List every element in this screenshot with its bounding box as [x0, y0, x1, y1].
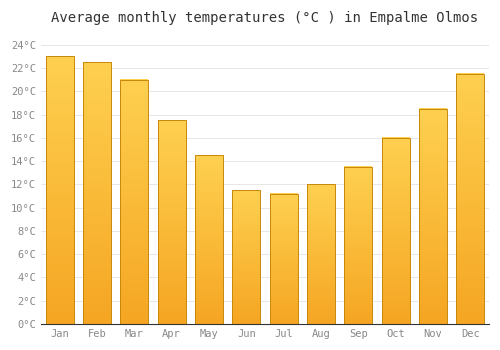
Title: Average monthly temperatures (°C ) in Empalme Olmos: Average monthly temperatures (°C ) in Em…: [52, 11, 478, 25]
